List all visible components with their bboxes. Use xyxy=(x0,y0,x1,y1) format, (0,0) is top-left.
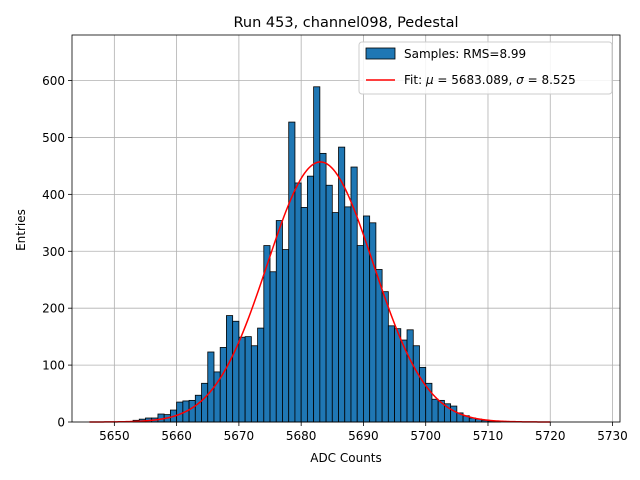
y-axis-label: Entries xyxy=(14,209,28,251)
y-axis-ticks: 0 100 200 300 400 500 600 xyxy=(42,74,72,430)
histogram-bar xyxy=(294,182,302,423)
histogram-bar xyxy=(219,347,227,423)
y-tick-label: 300 xyxy=(42,245,65,259)
x-tick-label: 5660 xyxy=(161,429,192,443)
histogram-bar xyxy=(331,212,339,423)
histogram-bars xyxy=(132,86,501,423)
histogram-bar xyxy=(325,184,333,423)
histogram-bar xyxy=(288,121,296,423)
histogram-bar xyxy=(176,401,184,423)
x-tick-label: 5680 xyxy=(286,429,317,443)
x-tick-label: 5650 xyxy=(99,429,130,443)
histogram-bar xyxy=(306,175,315,423)
histogram-bar xyxy=(363,215,371,423)
histogram-bar xyxy=(394,328,402,423)
histogram-bar xyxy=(282,249,290,423)
histogram-bar xyxy=(238,336,246,423)
histogram-bar xyxy=(188,399,196,423)
x-tick-label: 5720 xyxy=(535,429,566,443)
legend-samples-swatch xyxy=(365,47,396,60)
plot-frame xyxy=(71,34,621,423)
y-tick-label: 600 xyxy=(42,74,65,88)
histogram-bar xyxy=(232,320,240,423)
histogram-bar xyxy=(226,315,234,423)
histogram-bar xyxy=(275,220,283,423)
histogram-bar xyxy=(207,351,215,423)
histogram-bar xyxy=(381,291,389,423)
histogram-bar xyxy=(344,206,352,423)
legend-samples-label: Samples: RMS=8.99 xyxy=(404,47,526,61)
legend-box xyxy=(358,41,613,95)
x-tick-label: 5690 xyxy=(348,429,379,443)
histogram-bar xyxy=(257,327,265,423)
x-tick-label: 5730 xyxy=(597,429,628,443)
histogram-bar xyxy=(201,382,209,423)
histogram-bar xyxy=(369,222,377,423)
x-tick-label: 5670 xyxy=(224,429,255,443)
histogram-bar xyxy=(431,398,439,423)
legend-fit-label: Fit: μ = 5683.089, σ = 8.525 xyxy=(404,73,576,87)
y-tick-label: 500 xyxy=(42,131,65,145)
histogram-bar xyxy=(412,345,420,423)
histogram-bar xyxy=(244,336,252,423)
histogram-bar xyxy=(338,146,346,423)
x-axis-label: ADC Counts xyxy=(310,451,382,465)
histogram-bar xyxy=(406,329,414,423)
x-tick-label: 5710 xyxy=(473,429,504,443)
histogram-bar xyxy=(419,366,427,423)
legend: Samples: RMS=8.99 Fit: μ = 5683.089, σ =… xyxy=(358,41,613,95)
histogram-bar xyxy=(387,325,395,423)
y-tick-label: 100 xyxy=(42,359,65,373)
x-tick-label: 5700 xyxy=(410,429,441,443)
histogram-bar xyxy=(300,207,308,423)
histogram-bar xyxy=(356,245,364,423)
y-tick-label: 0 xyxy=(57,416,65,430)
histogram-bar xyxy=(269,271,277,423)
histogram-bar xyxy=(313,86,321,423)
chart-title: Run 453, channel098, Pedestal xyxy=(233,15,458,31)
histogram-bar xyxy=(194,394,202,423)
histogram-bar xyxy=(319,152,327,423)
gaussian-fit-curve xyxy=(89,161,551,423)
histogram-bar xyxy=(250,345,258,423)
histogram-bar xyxy=(375,269,383,423)
y-tick-label: 400 xyxy=(42,188,65,202)
y-tick-label: 200 xyxy=(42,302,65,316)
histogram-bar xyxy=(450,405,458,423)
x-axis-ticks: 5650 5660 5670 5680 5690 5700 5710 5720 5730 xyxy=(99,422,628,443)
